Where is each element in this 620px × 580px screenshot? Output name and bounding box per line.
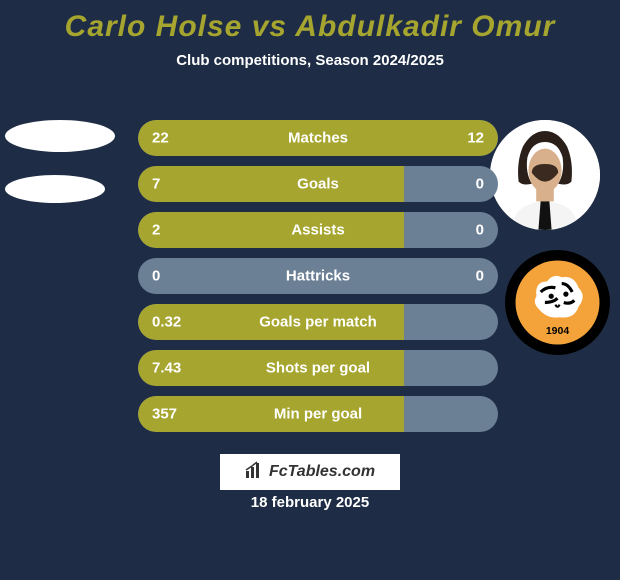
bar-label: Goals	[297, 176, 339, 193]
bar-right-value: 0	[476, 222, 484, 239]
footer-logo: FcTables.com	[220, 454, 400, 490]
player1-avatar-placeholder	[5, 120, 115, 152]
bar-left-value: 0.32	[152, 314, 181, 331]
bar-label: Assists	[291, 222, 344, 239]
bar-label: Min per goal	[274, 406, 362, 423]
stat-bar: 7.43 Shots per goal	[138, 350, 498, 386]
person-icon	[490, 120, 600, 230]
bar-label: Shots per goal	[266, 360, 370, 377]
comparison-infographic: Carlo Holse vs Abdulkadir Omur Club comp…	[0, 0, 620, 580]
stat-bar: 22 12 Matches	[138, 120, 498, 156]
bar-right-value: 12	[467, 130, 484, 147]
bar-left-value: 7.43	[152, 360, 181, 377]
badge-year: 1904	[546, 325, 570, 337]
stat-bars: 22 12 Matches 7 0 Goals 2 0 Assists 0 0 Hattricks 0.…	[138, 120, 498, 442]
bar-left-value: 22	[152, 130, 169, 147]
stat-bar: 2 0 Assists	[138, 212, 498, 248]
stat-bar: 7 0 Goals	[138, 166, 498, 202]
page-subtitle: Club competitions, Season 2024/2025	[0, 52, 620, 69]
bar-left-value: 0	[152, 268, 160, 285]
stat-bar: 0 0 Hattricks	[138, 258, 498, 294]
bar-right-value: 0	[476, 176, 484, 193]
footer-logo-text: FcTables.com	[269, 463, 375, 481]
bar-left-value: 7	[152, 176, 160, 193]
player2-club-badge: 1904	[505, 250, 610, 355]
stat-bar: 0.32 Goals per match	[138, 304, 498, 340]
bar-label: Hattricks	[286, 268, 350, 285]
chart-icon	[245, 461, 263, 484]
bar-left-fill	[138, 166, 404, 202]
bar-left-value: 2	[152, 222, 160, 239]
bar-left-fill	[138, 396, 404, 432]
bar-label: Matches	[288, 130, 348, 147]
player2-avatar	[490, 120, 600, 230]
footer-date: 18 february 2025	[0, 494, 620, 511]
player1-badge-placeholder	[5, 175, 105, 203]
page-title: Carlo Holse vs Abdulkadir Omur	[0, 10, 620, 44]
tiger-badge-icon: 1904	[505, 250, 610, 355]
bar-right-value: 0	[476, 268, 484, 285]
bar-left-fill	[138, 212, 404, 248]
stat-bar: 357 Min per goal	[138, 396, 498, 432]
bar-left-value: 357	[152, 406, 177, 423]
bar-label: Goals per match	[259, 314, 377, 331]
